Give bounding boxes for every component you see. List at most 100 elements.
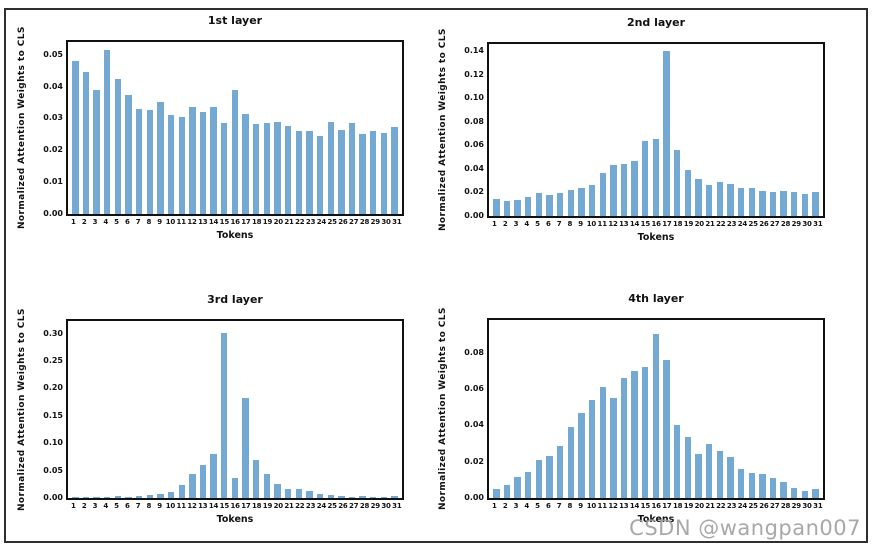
bar-slot: [70, 42, 81, 214]
bar-token-6: [546, 456, 553, 498]
bar-slot: [251, 42, 262, 214]
x-tick-label: 23: [726, 502, 737, 510]
bar-slot: [725, 44, 736, 216]
y-tick-label: 0.06: [464, 140, 484, 150]
y-tick-label: 0.10: [43, 438, 63, 448]
bar-token-13: [199, 112, 207, 214]
bar-token-15: [642, 140, 649, 216]
x-tick-label: 25: [327, 218, 337, 226]
bar-slot: [512, 320, 523, 498]
bar-token-21: [705, 185, 713, 216]
x-tick-label: 31: [813, 220, 823, 228]
x-tick-label: 22: [295, 218, 305, 226]
bar-slot: [325, 42, 336, 214]
x-tick-label: 16: [651, 502, 661, 510]
chart-title: 1st layer: [207, 14, 263, 27]
bar-slot: [283, 42, 294, 214]
x-tick-label: 2: [502, 220, 508, 228]
bar-slot: [534, 44, 545, 216]
bar-slot: [379, 42, 390, 214]
bar-token-2: [82, 71, 90, 214]
y-tick-label: 0.05: [43, 49, 63, 59]
bar-token-18: [674, 425, 681, 498]
x-tick-label: 15: [640, 502, 651, 510]
bar-token-19: [263, 123, 271, 214]
x-tick-label: 11: [597, 502, 608, 510]
bar-slot: [368, 42, 379, 214]
bar-token-26: [759, 474, 766, 498]
x-tick-label: 21: [284, 502, 294, 510]
chart-1st-layer: 1st layer Normalized Attention Weights t…: [17, 14, 404, 241]
x-tick-label: 24: [316, 502, 327, 510]
bar-slot: [187, 321, 198, 498]
bar-token-9: [578, 412, 585, 498]
bar-slot: [736, 320, 747, 498]
bar-slot: [251, 321, 262, 498]
x-tick-label: 1: [492, 502, 497, 510]
bar-token-15: [221, 332, 228, 498]
x-tick-label: 1: [492, 220, 497, 228]
bar-slot: [502, 44, 513, 216]
bar-slot: [651, 44, 662, 216]
bar-slot: [491, 320, 502, 498]
x-tick-label: 5: [535, 502, 540, 510]
x-tick-label: 9: [157, 502, 162, 510]
bar-slot: [368, 321, 379, 498]
x-tick-label: 27: [349, 502, 359, 510]
x-tick-label: 14: [208, 502, 219, 510]
x-tick-label: 15: [219, 502, 230, 510]
bar-slot: [293, 321, 304, 498]
x-tick-label: 28: [780, 502, 791, 510]
x-tick-label: 29: [791, 220, 802, 228]
x-tick-label: 19: [683, 220, 694, 228]
bar-slot: [113, 42, 124, 214]
bar-slot: [347, 321, 358, 498]
bar-slot: [315, 42, 326, 214]
bar-token-10: [167, 115, 175, 214]
bar-token-16: [652, 333, 660, 498]
bar-token-20: [274, 483, 281, 498]
y-tick-label: 0.02: [464, 456, 484, 466]
bar-slot: [587, 320, 598, 498]
y-tick-label: 0.14: [464, 46, 484, 56]
x-tick-label: 7: [135, 502, 141, 510]
bar-token-14: [631, 370, 638, 498]
bar-slot: [810, 320, 821, 498]
y-tick-label: 0.02: [43, 145, 63, 155]
bar-token-16: [231, 89, 239, 214]
bar-slot: [155, 42, 166, 214]
bar-slot: [672, 320, 683, 498]
x-tick-labels: 1 2 3 4 5 6 7 8 9 10 11 12 13 14 15 16 17 18 19 20 21 22 23 24 2…: [68, 503, 402, 510]
bar-token-16: [652, 138, 660, 216]
plot-area: 0.00 0.02 0.04 0.06 0.08: [464, 318, 825, 502]
x-tick-label: 31: [392, 502, 402, 510]
bar-token-3: [93, 496, 100, 498]
y-tick-label: 0.04: [464, 163, 484, 173]
bar-slot: [757, 320, 768, 498]
x-tick-label: 16: [230, 218, 240, 226]
watermark: CSDN @wangpan007: [629, 516, 861, 540]
bar-token-25: [327, 495, 334, 498]
x-tick-label: 20: [273, 218, 284, 226]
bar-slot: [219, 321, 230, 498]
x-tick-label: 12: [608, 502, 618, 510]
bar-slot: [597, 44, 608, 216]
bar-slot: [640, 320, 651, 498]
y-tick-label: 0.00: [464, 493, 484, 502]
bars: [70, 321, 400, 498]
bar-slot: [629, 44, 640, 216]
bar-slot: [714, 44, 725, 216]
x-tick-label: 23: [726, 220, 737, 228]
x-tick-label: 11: [176, 502, 187, 510]
bar-token-10: [167, 491, 175, 498]
x-tick-label: 2: [81, 502, 87, 510]
bar-token-2: [503, 485, 511, 498]
bar-token-22: [295, 130, 302, 214]
bar-slot: [789, 44, 800, 216]
x-tick-label: 9: [578, 220, 583, 228]
bar-token-21: [284, 488, 292, 498]
x-tick-label: 21: [705, 220, 715, 228]
bar-token-8: [567, 427, 574, 498]
bars: [491, 44, 821, 216]
x-tick-label: 26: [338, 218, 348, 226]
